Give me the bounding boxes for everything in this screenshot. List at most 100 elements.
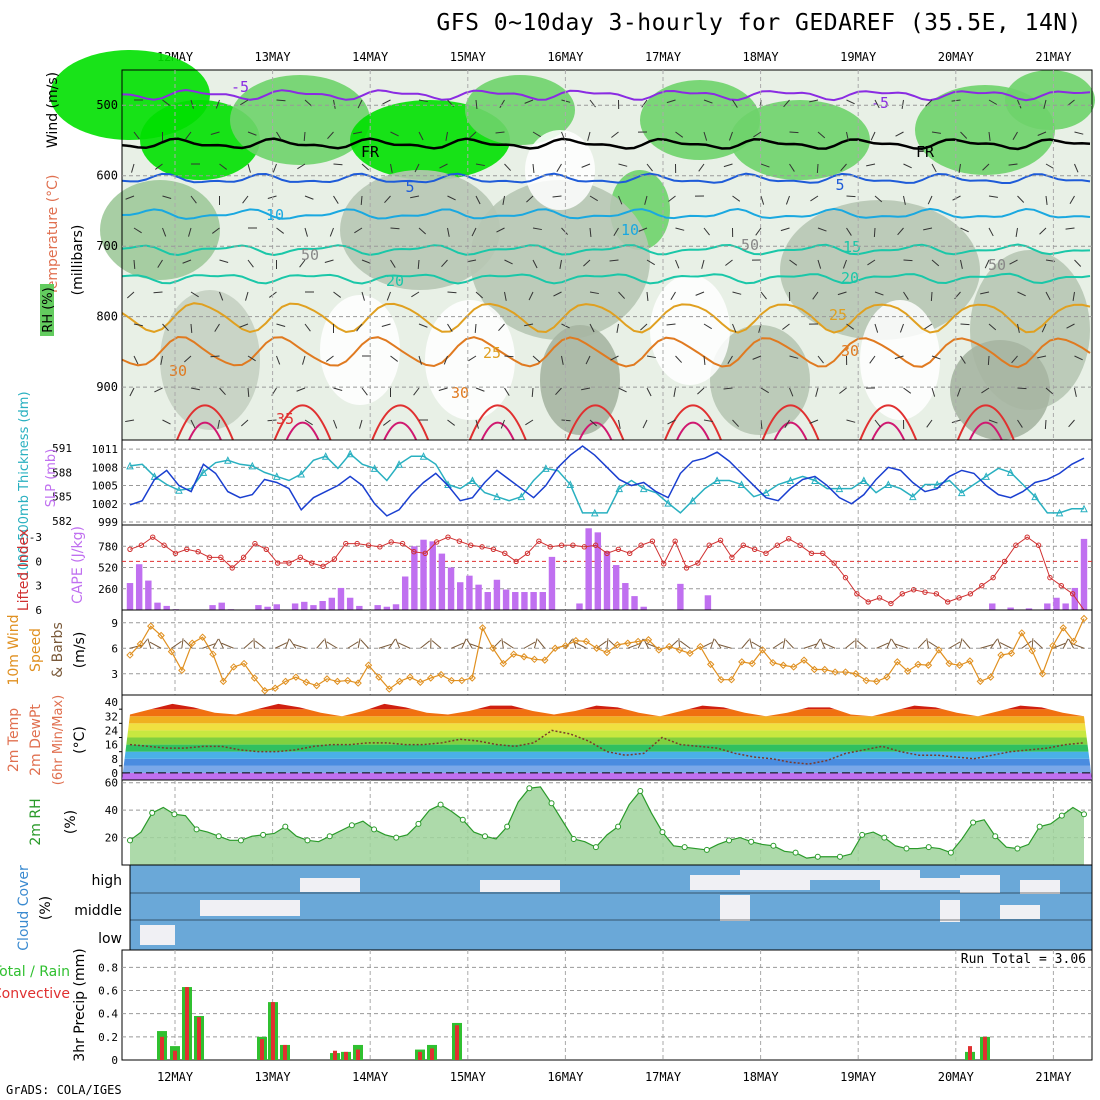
lifted-point bbox=[274, 560, 281, 566]
lifted-point bbox=[309, 560, 315, 566]
lifted-tick: 3 bbox=[35, 580, 42, 593]
wind-barb bbox=[276, 131, 282, 140]
precip-tick: 0.2 bbox=[98, 1031, 118, 1044]
temp-band bbox=[122, 723, 1092, 731]
temperature-axis-label: Temperature (°C) bbox=[45, 175, 61, 297]
wind-barb bbox=[820, 638, 826, 649]
wind-barb bbox=[333, 195, 339, 204]
wind-barb bbox=[589, 419, 598, 427]
wind-barb bbox=[526, 195, 534, 203]
credit-label: GrADS: COLA/IGES bbox=[6, 1083, 122, 1097]
wind-barb bbox=[723, 387, 733, 390]
wind-speed-point bbox=[385, 685, 393, 693]
chart-title: GFS 0~10day 3-hourly for GEDAREF (35.5E,… bbox=[436, 10, 1082, 36]
lifted-point bbox=[751, 546, 758, 552]
rh-point bbox=[570, 835, 577, 842]
wind-barb bbox=[618, 291, 626, 299]
wind-barb bbox=[240, 419, 249, 427]
wind-axis-label: Wind (m/s) bbox=[45, 72, 61, 148]
wind-barb bbox=[475, 163, 485, 167]
cape-tick: 260 bbox=[98, 583, 118, 596]
x-tick-top: 18MAY bbox=[743, 50, 780, 64]
wind-barb bbox=[984, 259, 990, 269]
run-total-label: Run Total = 3.06 bbox=[960, 952, 1086, 967]
wind-speed-line bbox=[129, 618, 1085, 692]
wind-barb bbox=[360, 195, 363, 206]
cloud-unit-label: (%) bbox=[38, 896, 54, 920]
wind-barb bbox=[267, 419, 277, 422]
contour-label: 25 bbox=[829, 306, 847, 324]
cape-bar bbox=[475, 584, 482, 610]
contour-label: 10 bbox=[621, 221, 639, 239]
rh-region bbox=[1005, 70, 1095, 130]
temp-tick: 0 bbox=[111, 767, 118, 780]
wind-barb bbox=[299, 259, 306, 268]
wind-speed-point bbox=[126, 651, 134, 659]
wind-barb bbox=[561, 227, 569, 235]
cape-bar bbox=[548, 556, 556, 610]
wind-barb bbox=[239, 323, 249, 328]
precip-convective-bar bbox=[983, 1036, 987, 1060]
cape-bar bbox=[255, 605, 262, 610]
wind-barb bbox=[190, 387, 200, 391]
rh-point bbox=[592, 844, 599, 851]
lifted-point bbox=[252, 540, 258, 547]
lifted-point bbox=[536, 538, 542, 544]
lifted-point bbox=[468, 542, 474, 548]
precip-tick: 0.8 bbox=[98, 961, 118, 974]
wind-barb bbox=[817, 355, 824, 364]
lifted-tick: 0 bbox=[35, 555, 42, 568]
cape-bar bbox=[126, 583, 134, 610]
lifted-point bbox=[411, 549, 417, 555]
lifted-point bbox=[672, 538, 678, 544]
isotherm-line bbox=[121, 137, 1091, 151]
wind-speed-point bbox=[478, 624, 487, 632]
wind-barb bbox=[559, 259, 562, 269]
cape-bar bbox=[466, 575, 473, 610]
wind-barb bbox=[524, 323, 534, 327]
wind-barb bbox=[418, 227, 427, 235]
wind-barb bbox=[357, 99, 363, 109]
wind-barb bbox=[153, 291, 163, 294]
rh-point bbox=[437, 801, 444, 808]
temp-bands bbox=[122, 703, 1092, 780]
wind-barb bbox=[928, 641, 940, 649]
wind-speed-point bbox=[364, 661, 373, 669]
wind-barb bbox=[1045, 163, 1055, 169]
wind-barb bbox=[988, 227, 994, 237]
thickness-point bbox=[786, 476, 795, 484]
wind-barb bbox=[1017, 291, 1026, 297]
wind-barb bbox=[466, 638, 473, 649]
wind-speed-point bbox=[986, 673, 995, 681]
wind-speed-point bbox=[261, 687, 269, 695]
lifted-point bbox=[956, 595, 962, 601]
precip-convective-bar bbox=[430, 1048, 434, 1060]
cape-bar bbox=[603, 551, 611, 610]
rh-point bbox=[659, 829, 666, 836]
thickness-point bbox=[957, 488, 966, 497]
wind-barb bbox=[948, 641, 961, 649]
wind-barb bbox=[611, 131, 619, 138]
thickness-tick: 588 bbox=[52, 466, 72, 479]
wind-barb bbox=[333, 163, 343, 166]
thickness-tick: 585 bbox=[52, 491, 72, 504]
wind-speed-point bbox=[779, 661, 787, 669]
wind-barb bbox=[247, 163, 251, 173]
cape-bar bbox=[1071, 587, 1079, 610]
x-tick-top: 14MAY bbox=[352, 50, 389, 64]
wind-barb bbox=[1017, 387, 1027, 390]
contour-label: -5 bbox=[871, 94, 889, 112]
wind-speed-point bbox=[582, 637, 590, 646]
wind-barb bbox=[997, 638, 1002, 649]
wind-barb bbox=[441, 259, 448, 268]
wind-barb bbox=[129, 644, 144, 649]
cape-bar bbox=[328, 597, 336, 610]
rh-point bbox=[748, 838, 755, 845]
wind-barb bbox=[531, 387, 534, 398]
wind-barb bbox=[960, 227, 969, 233]
wind-barb bbox=[581, 163, 591, 168]
cape-bar bbox=[539, 592, 546, 610]
lifted-point bbox=[206, 554, 213, 561]
wind-barb bbox=[1008, 163, 1018, 166]
wind-barb bbox=[1072, 291, 1075, 301]
